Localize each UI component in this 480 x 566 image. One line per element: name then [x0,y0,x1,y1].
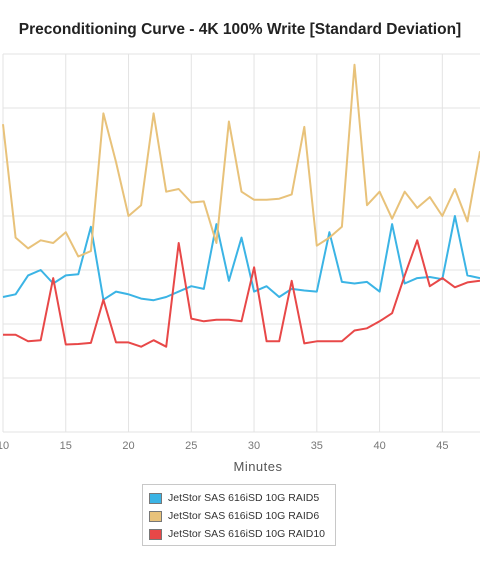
legend-swatch-raid10 [149,528,162,540]
series-line-2[interactable] [3,239,480,348]
x-tick-label: 25 [185,440,197,452]
legend-label-raid5: JetStor SAS 616iSD 10G RAID5 [168,492,320,504]
legend-item-raid10[interactable]: JetStor SAS 616iSD 10G RAID10 [149,525,329,543]
x-tick-label: 45 [436,440,448,452]
legend: JetStor SAS 616iSD 10G RAID5 JetStor SAS… [142,484,336,546]
legend-item-raid6[interactable]: JetStor SAS 616iSD 10G RAID6 [149,507,329,525]
x-tick-label: 30 [248,440,260,452]
x-tick-label: 10 [0,440,9,452]
series-line-1[interactable] [2,63,480,258]
series-lines [2,63,480,348]
series-line-0[interactable] [2,215,480,302]
x-axis-label: Minutes [233,459,282,474]
x-tick-label: 15 [60,440,72,452]
legend-label-raid10: JetStor SAS 616iSD 10G RAID10 [168,528,325,540]
chart-title: Preconditioning Curve - 4K 100% Write [S… [18,21,462,38]
x-tick-label: 20 [122,440,134,452]
x-tick-label: 35 [311,440,323,452]
x-tick-label: 40 [373,440,385,452]
legend-label-raid6: JetStor SAS 616iSD 10G RAID6 [168,510,320,522]
legend-swatch-raid5 [149,492,162,504]
grid [2,53,480,433]
x-tick-labels: 10 15 20 25 30 35 40 45 [0,440,448,452]
legend-swatch-raid6 [149,510,162,522]
legend-item-raid5[interactable]: JetStor SAS 616iSD 10G RAID5 [149,489,329,507]
